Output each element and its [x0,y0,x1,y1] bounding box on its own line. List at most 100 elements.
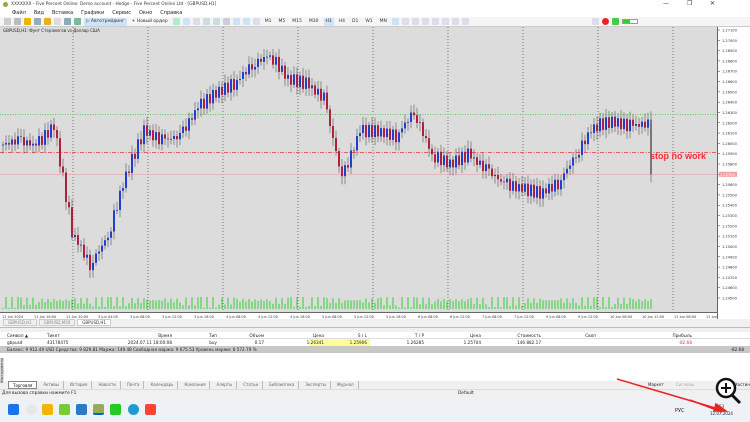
candle-body [371,124,373,138]
tab-articles[interactable]: Статьи [239,381,264,389]
strategy-tester-icon[interactable] [64,18,71,25]
tab-alerts[interactable]: Алерты [212,381,238,389]
tf-h4[interactable]: H4 [338,19,345,24]
windows-start-icon[interactable] [8,404,19,415]
crosshair-icon[interactable] [391,18,399,25]
market-link[interactable]: Маркет [648,382,664,387]
menu-tools[interactable]: Сервис [112,10,131,16]
metaeditor-icon[interactable] [74,18,81,25]
tf-m5[interactable]: M5 [278,19,286,24]
tf-mn[interactable]: MN [379,19,387,24]
search-icon[interactable] [591,18,599,25]
close-button[interactable]: ✕ [710,0,716,7]
tf-m30[interactable]: M30 [308,19,319,24]
app-icon-blue[interactable] [76,404,87,415]
line-chart-icon[interactable] [192,18,200,25]
chart-tab-gbpusd-h1[interactable]: GBPUSD,H1 [3,319,37,326]
candle-body [23,137,25,146]
tab-calendar[interactable]: Календарь [146,381,179,389]
restore-button[interactable]: ❐ [687,0,693,7]
indicators-icon[interactable] [252,18,260,25]
col-time[interactable]: Время [158,333,172,338]
tab-journal[interactable]: Журнал [333,381,359,389]
file-explorer-icon[interactable] [42,404,53,415]
autoscroll-icon[interactable] [232,18,240,25]
search-taskbar-icon[interactable] [26,404,37,415]
tf-m1[interactable]: M1 [264,19,272,24]
new-order-button[interactable]: + Новый ордер [131,19,168,24]
vertical-line-icon[interactable] [401,18,409,25]
brave-browser-icon[interactable] [145,404,156,415]
hosting-link[interactable]: Хостинг [735,382,750,387]
new-chart-icon[interactable] [4,18,11,25]
col-current-price[interactable]: Цена [469,333,481,338]
menu-charts[interactable]: Графики [81,10,105,16]
market-watch-icon[interactable] [24,18,31,25]
menu-window[interactable]: Окно [138,10,153,16]
tab-trade[interactable]: Торговля [8,381,38,389]
clock-time[interactable]: 9:53 [715,404,724,409]
chart-tab-gbpusd-h1-active[interactable]: GBPUSD,H1 [77,319,111,326]
tab-library[interactable]: Библиотека [265,381,300,389]
col-type[interactable]: Тип [208,333,217,338]
price-chart[interactable]: GBPUSD,H1: Фунт Стерлингов vs Доллар США… [0,27,717,312]
col-profit[interactable]: Прибыль [672,333,692,338]
candlestick-chart[interactable] [0,27,717,312]
menu-view[interactable]: Вид [33,10,44,16]
tf-d1[interactable]: D1 [352,19,359,24]
col-price[interactable]: Цена [312,333,324,338]
terminal-icon[interactable] [54,18,61,25]
chart-tab-gbpusd-m30[interactable]: GBPUSD,M30 [38,319,76,326]
telegram-icon[interactable] [128,404,139,415]
trading-app-icon[interactable] [59,404,70,415]
fibonacci-icon[interactable] [441,18,449,25]
tf-h1[interactable]: H1 [323,17,334,26]
col-volume[interactable]: Объем [249,333,264,338]
candlestick-icon[interactable] [182,18,190,25]
grid-icon[interactable] [222,18,230,25]
cell-sl[interactable]: 1.25906 [327,339,370,346]
tf-m15[interactable]: M15 [292,19,302,24]
clock-date[interactable]: 12.07.2024 [710,411,733,416]
trendline-icon[interactable] [421,18,429,25]
menu-insert[interactable]: Вставка [51,10,74,16]
tab-assets[interactable]: Активы [39,381,64,389]
col-value[interactable]: Стоимость [517,333,541,338]
label-icon[interactable] [461,18,469,25]
candle-body [617,118,619,127]
price-axis[interactable]: 1.24500 1.24600 1.24700 1.24800 1.24900 1.250… [717,27,750,319]
col-tp[interactable]: T / P [414,333,424,338]
table-row[interactable]: gbpusd 43178475 2024.07.11 18:00:08 buy … [0,339,750,346]
tab-company[interactable]: Компания [180,381,211,389]
col-symbol[interactable]: Символ ▲ [7,333,29,338]
col-ticket[interactable]: Тикет [47,333,60,338]
data-window-icon[interactable] [34,18,41,25]
candle-body [608,117,610,128]
horizontal-line-icon[interactable] [411,18,419,25]
channel-icon[interactable] [431,18,439,25]
zoom-out-icon[interactable] [212,18,220,25]
tab-experts[interactable]: Эксперты [301,381,331,389]
col-swap[interactable]: Своп [585,333,596,338]
tf-w1[interactable]: W1 [365,19,373,24]
minimize-button[interactable]: — [663,0,669,7]
tab-mail[interactable]: Почта [123,381,145,389]
notifications-icon[interactable] [601,18,609,25]
tab-news[interactable]: Новости [94,381,121,389]
menu-help[interactable]: Справка [160,10,183,16]
col-sl[interactable]: S / L [357,333,367,338]
profiles-icon[interactable] [14,18,21,25]
zoom-in-icon[interactable] [202,18,210,25]
navigator-icon[interactable] [44,18,51,25]
signals-link[interactable]: Сигналы [676,382,695,387]
menu-file[interactable]: Файл [12,10,26,16]
bar-chart-icon[interactable] [172,18,180,25]
language-indicator[interactable]: РУС [675,408,685,414]
text-icon[interactable] [451,18,459,25]
cell-tp[interactable]: 1.26285 [406,340,424,345]
metatrader-icon[interactable] [93,404,104,415]
chart-shift-icon[interactable] [242,18,250,25]
app-icon-green[interactable] [110,404,121,415]
tab-history[interactable]: История [66,381,93,389]
autotrading-button[interactable]: ▷ Автотрейдинг [84,17,127,26]
